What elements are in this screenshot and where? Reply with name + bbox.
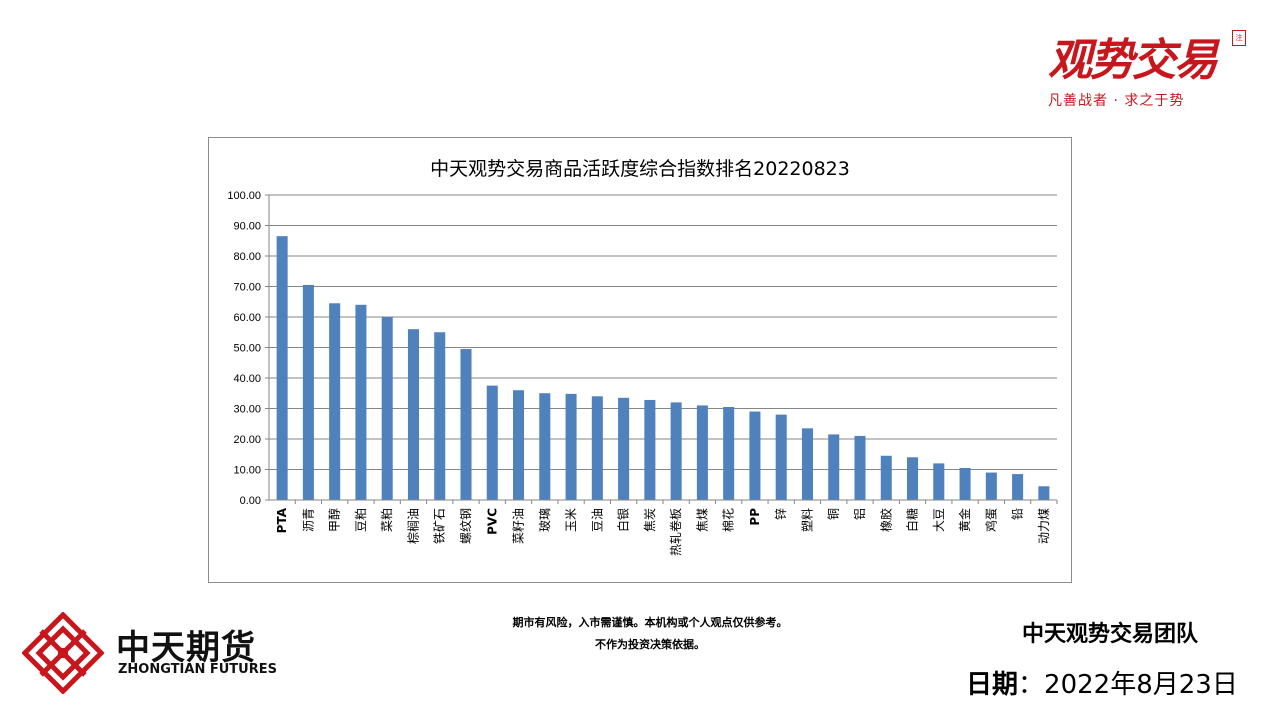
x-category-label: 铅 xyxy=(1011,508,1025,520)
bar xyxy=(486,385,498,500)
x-category-label: 沥青 xyxy=(301,508,315,532)
bar xyxy=(749,411,761,500)
bar xyxy=(644,399,656,500)
y-tick-label: 20.00 xyxy=(233,434,261,446)
date-label: 日期 xyxy=(966,670,1019,700)
x-category-label: 菜籽油 xyxy=(512,508,526,544)
bar xyxy=(355,304,367,500)
x-category-label: PP xyxy=(748,508,762,526)
x-category-label: 橡胶 xyxy=(878,508,893,532)
bar xyxy=(591,396,603,500)
y-tick-label: 40.00 xyxy=(233,373,261,385)
y-tick-label: 70.00 xyxy=(233,282,261,294)
bar-chart: 中天观势交易商品活跃度综合指数排名20220823 0.00 10.00 20.00… xyxy=(227,158,1058,556)
grid-lines xyxy=(269,194,1057,470)
bar xyxy=(907,457,919,500)
brand-name: 观势交易 xyxy=(1048,35,1218,86)
y-tick-label: 90.00 xyxy=(233,221,261,233)
bar xyxy=(985,472,997,500)
team-name: 中天观势交易团队 xyxy=(1021,622,1198,647)
x-category-label: 棉花 xyxy=(721,508,736,532)
x-category-label: 焦煤 xyxy=(695,508,709,532)
bar xyxy=(670,402,682,500)
y-tick-label: 0.00 xyxy=(240,495,261,507)
x-category-label: 鸡蛋 xyxy=(983,508,998,532)
x-category-label: 铁矿石 xyxy=(433,508,447,544)
bar xyxy=(407,329,419,500)
disclaimer: 期市有风险，入市需谨慎。本机构或个人观点仅供参考。 不作为投资决策依据。 xyxy=(440,612,860,656)
x-category-label: 塑料 xyxy=(799,508,814,532)
bar xyxy=(618,397,630,500)
x-category-label: 黄金 xyxy=(957,508,972,532)
x-category-label: 动力煤 xyxy=(1037,508,1051,544)
y-tick-label: 60.00 xyxy=(233,312,261,324)
disclaimer-line-2: 不作为投资决策依据。 xyxy=(595,638,705,651)
bar xyxy=(539,393,551,500)
x-category-label: 菜粕 xyxy=(379,508,394,532)
x-category-label: 大豆 xyxy=(932,508,946,532)
bar xyxy=(723,406,735,500)
x-category-label: 焦炭 xyxy=(643,508,657,532)
bar xyxy=(1012,474,1024,500)
bar xyxy=(933,463,945,500)
bar xyxy=(775,414,787,500)
x-category-label: PVC xyxy=(485,508,499,535)
x-category-label: 豆粕 xyxy=(353,508,368,532)
company-name: 中天期货 xyxy=(116,628,256,668)
bar xyxy=(828,434,840,500)
bar xyxy=(801,428,813,500)
x-category-label: PTA xyxy=(275,507,289,533)
brand-seal: 注 xyxy=(1232,30,1246,46)
bar xyxy=(565,393,577,500)
x-category-label: 甲醇 xyxy=(327,508,342,532)
y-tick-label: 100.00 xyxy=(227,190,261,202)
x-category-label: 铝 xyxy=(852,508,867,520)
brand-slogan: 凡善战者 · 求之于势 xyxy=(1048,93,1185,109)
bars xyxy=(276,236,1050,501)
date-separator: ： xyxy=(1018,670,1045,700)
report-date: 日期：2022年8月23日 xyxy=(966,664,1238,701)
zhongtian-logo-icon xyxy=(22,612,104,694)
bar xyxy=(1038,486,1050,500)
y-axis-ticks: 0.00 10.00 20.00 30.00 40.00 50.00 60.00 70.00 8… xyxy=(227,190,269,507)
date-value: 2022年8月23日 xyxy=(1044,670,1238,700)
bar xyxy=(460,349,472,500)
y-tick-label: 10.00 xyxy=(233,465,261,477)
bar xyxy=(880,455,892,500)
bar xyxy=(513,390,525,500)
bar xyxy=(276,236,288,501)
bar xyxy=(696,405,708,500)
bar xyxy=(854,435,866,500)
x-category-label: 玻璃 xyxy=(538,508,552,532)
chart-title: 中天观势交易商品活跃度综合指数排名20220823 xyxy=(430,158,850,180)
y-tick-label: 80.00 xyxy=(233,251,261,263)
x-category-label: 棕榈油 xyxy=(405,508,420,544)
bar xyxy=(381,317,393,500)
chart-container: 中天观势交易商品活跃度综合指数排名20220823 0.00 10.00 20.00… xyxy=(208,137,1072,583)
x-category-label: 热轧卷板 xyxy=(668,508,683,556)
brand-logo: 观势交易 注 凡善战者 · 求之于势 xyxy=(1040,22,1250,112)
x-category-label: 螺纹钢 xyxy=(459,508,473,544)
disclaimer-line-1: 期市有风险，入市需谨慎。本机构或个人观点仅供参考。 xyxy=(512,616,788,629)
x-category-label: 玉米 xyxy=(564,508,578,532)
x-category-label: 铜 xyxy=(826,508,841,520)
x-axis-labels: PTA 沥青 甲醇 豆粕 菜粕 棕榈油 铁矿石 螺纹钢 PVC 菜籽油 玻璃 玉米 豆油 白银 焦炭 热轧卷板… xyxy=(275,500,1058,556)
x-category-label: 白糖 xyxy=(905,508,920,532)
x-category-label: 豆油 xyxy=(590,508,604,532)
x-category-label: 白银 xyxy=(616,508,631,532)
y-tick-label: 30.00 xyxy=(233,404,261,416)
bar xyxy=(302,284,314,500)
bar xyxy=(434,332,446,500)
y-tick-label: 50.00 xyxy=(233,343,261,355)
x-category-label: 锌 xyxy=(774,508,788,520)
bar xyxy=(959,467,971,500)
company-name-en: ZHONGTIAN FUTURES xyxy=(118,662,277,677)
bar xyxy=(329,303,341,500)
